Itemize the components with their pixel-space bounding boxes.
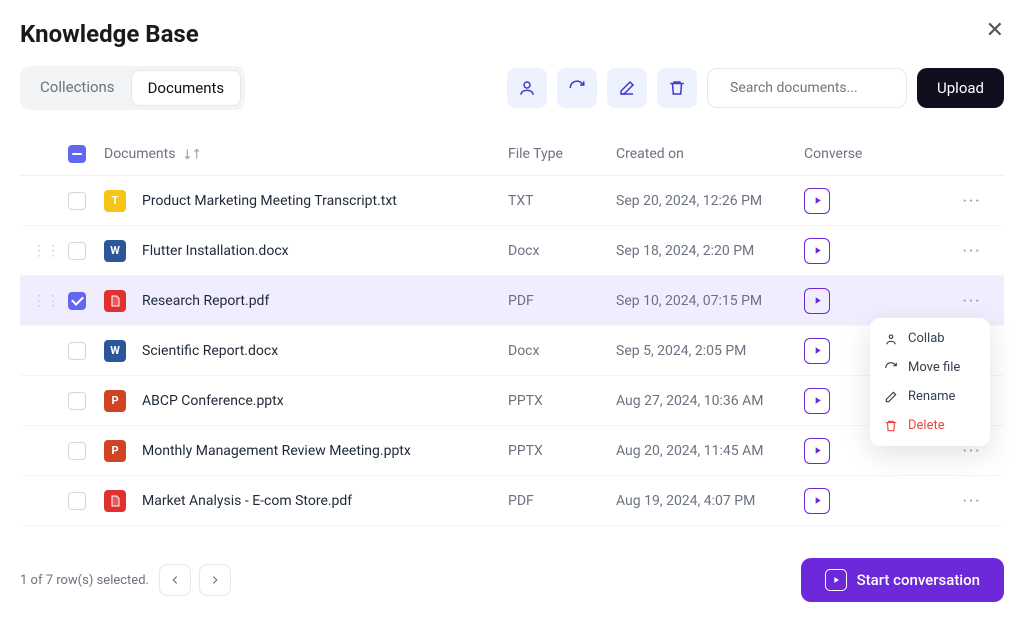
ctx-label: Move file bbox=[908, 360, 960, 375]
row-date: Aug 20, 2024, 11:45 AM bbox=[616, 443, 796, 459]
table-header: Documents File Type Created on Converse bbox=[20, 132, 1004, 176]
prev-page-button[interactable] bbox=[159, 564, 191, 596]
filetype-icon: W bbox=[104, 240, 126, 262]
start-conversation-label: Start conversation bbox=[857, 571, 980, 589]
row-checkbox[interactable] bbox=[68, 292, 86, 310]
drag-handle-icon[interactable]: ⋮⋮ bbox=[32, 293, 60, 309]
filetype-icon: P bbox=[104, 440, 126, 462]
row-checkbox[interactable] bbox=[68, 242, 86, 260]
row-filetype: PPTX bbox=[508, 393, 608, 409]
next-page-button[interactable] bbox=[199, 564, 231, 596]
table-row[interactable]: ⋮⋮PABCP Conference.pptxPPTXAug 27, 2024,… bbox=[20, 376, 1004, 426]
user-icon[interactable] bbox=[507, 68, 547, 108]
filetype-icon: W bbox=[104, 340, 126, 362]
sort-icon[interactable] bbox=[185, 147, 199, 161]
refresh-icon[interactable] bbox=[557, 68, 597, 108]
row-filetype: Docx bbox=[508, 343, 608, 359]
filetype-icon: P bbox=[104, 390, 126, 412]
table-row[interactable]: ⋮⋮PMonthly Management Review Meeting.ppt… bbox=[20, 426, 1004, 476]
row-filetype: Docx bbox=[508, 243, 608, 259]
search-input-wrapper[interactable] bbox=[707, 68, 907, 108]
row-more-icon[interactable]: ··· bbox=[952, 243, 992, 259]
row-filetype: PDF bbox=[508, 493, 608, 509]
row-name: Monthly Management Review Meeting.pptx bbox=[142, 443, 500, 459]
row-checkbox[interactable] bbox=[68, 192, 86, 210]
row-name: Flutter Installation.docx bbox=[142, 243, 500, 259]
select-indeterminate-icon[interactable] bbox=[68, 145, 86, 163]
row-more-icon[interactable]: ··· bbox=[952, 493, 992, 509]
ctx-collab[interactable]: Collab bbox=[870, 324, 990, 353]
col-created: Created on bbox=[616, 146, 796, 162]
row-more-icon[interactable]: ··· bbox=[952, 193, 992, 209]
edit-icon[interactable] bbox=[607, 68, 647, 108]
row-date: Sep 20, 2024, 12:26 PM bbox=[616, 193, 796, 209]
table-row[interactable]: ⋮⋮ W Flutter Installation.docx Docx Sep 18, … bbox=[20, 226, 1004, 276]
row-checkbox[interactable] bbox=[68, 392, 86, 410]
converse-button[interactable] bbox=[804, 238, 830, 264]
ctx-delete[interactable]: Delete bbox=[870, 411, 990, 440]
close-icon[interactable]: ✕ bbox=[986, 20, 1004, 42]
converse-button[interactable] bbox=[804, 388, 830, 414]
row-date: Sep 10, 2024, 07:15 PM bbox=[616, 293, 796, 309]
ctx-label: Rename bbox=[908, 389, 955, 404]
ctx-label: Collab bbox=[908, 331, 945, 346]
row-name: Scientific Report.docx bbox=[142, 343, 500, 359]
col-filetype: File Type bbox=[508, 146, 608, 162]
tab-documents[interactable]: Documents bbox=[131, 70, 242, 106]
filetype-icon bbox=[104, 490, 126, 512]
upload-button[interactable]: Upload bbox=[917, 68, 1004, 108]
filetype-icon: T bbox=[104, 190, 126, 212]
converse-button[interactable] bbox=[804, 488, 830, 514]
documents-table: Documents File Type Created on Converse … bbox=[20, 132, 1004, 526]
row-name: Market Analysis - E-com Store.pdf bbox=[142, 493, 500, 509]
trash-icon[interactable] bbox=[657, 68, 697, 108]
row-checkbox[interactable] bbox=[68, 492, 86, 510]
table-row[interactable]: ⋮⋮Market Analysis - E-com Store.pdfPDFAu… bbox=[20, 476, 1004, 526]
row-date: Aug 19, 2024, 4:07 PM bbox=[616, 493, 796, 509]
converse-button[interactable] bbox=[804, 288, 830, 314]
row-name: ABCP Conference.pptx bbox=[142, 393, 500, 409]
start-conversation-button[interactable]: Start conversation bbox=[801, 558, 1004, 602]
filetype-icon bbox=[104, 290, 126, 312]
toolbar: Collections Documents Upload bbox=[20, 66, 1004, 110]
converse-button[interactable] bbox=[804, 438, 830, 464]
row-date: Sep 18, 2024, 2:20 PM bbox=[616, 243, 796, 259]
converse-button[interactable] bbox=[804, 338, 830, 364]
tabs: Collections Documents bbox=[20, 66, 245, 110]
row-checkbox[interactable] bbox=[68, 342, 86, 360]
row-name: Product Marketing Meeting Transcript.txt bbox=[142, 193, 500, 209]
search-input[interactable] bbox=[730, 80, 908, 96]
table-row[interactable]: ⋮⋮WScientific Report.docxDocxSep 5, 2024… bbox=[20, 326, 1004, 376]
row-checkbox[interactable] bbox=[68, 442, 86, 460]
col-documents: Documents bbox=[104, 146, 175, 162]
ctx-rename[interactable]: Rename bbox=[870, 382, 990, 411]
row-filetype: PDF bbox=[508, 293, 608, 309]
ctx-label: Delete bbox=[908, 418, 945, 433]
page-title: Knowledge Base bbox=[20, 20, 199, 48]
row-more-icon[interactable]: ··· bbox=[952, 293, 992, 309]
drag-handle-icon[interactable]: ⋮⋮ bbox=[32, 243, 60, 259]
table-row[interactable]: ⋮⋮ Research Report.pdf PDF Sep 10, 2024, 07… bbox=[20, 276, 1004, 326]
selection-text: 1 of 7 row(s) selected. bbox=[20, 573, 149, 588]
row-filetype: PPTX bbox=[508, 443, 608, 459]
play-icon bbox=[825, 569, 847, 591]
row-name: Research Report.pdf bbox=[142, 293, 500, 309]
row-filetype: TXT bbox=[508, 193, 608, 209]
context-menu: Collab Move file Rename Delete bbox=[870, 318, 990, 446]
row-date: Aug 27, 2024, 10:36 AM bbox=[616, 393, 796, 409]
ctx-move[interactable]: Move file bbox=[870, 353, 990, 382]
row-date: Sep 5, 2024, 2:05 PM bbox=[616, 343, 796, 359]
table-row[interactable]: ⋮⋮TProduct Marketing Meeting Transcript.… bbox=[20, 176, 1004, 226]
tab-collections[interactable]: Collections bbox=[24, 70, 131, 106]
converse-button[interactable] bbox=[804, 188, 830, 214]
col-converse: Converse bbox=[804, 146, 944, 162]
